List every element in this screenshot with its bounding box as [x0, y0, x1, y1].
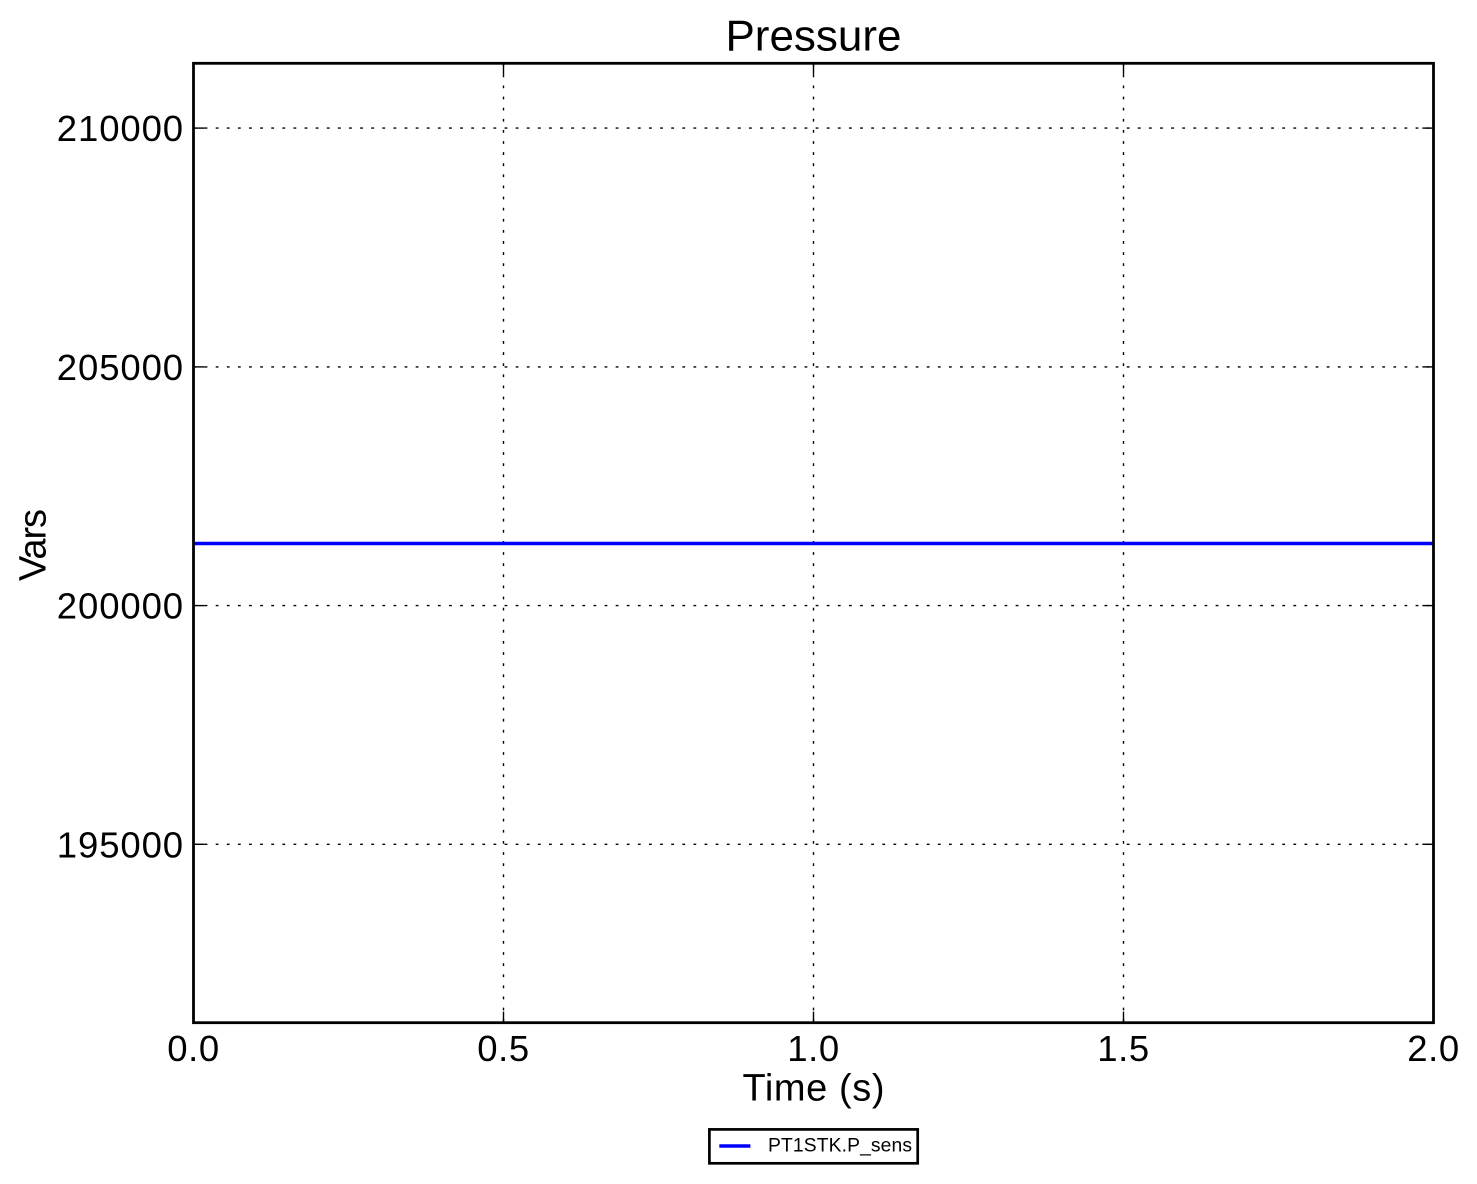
- svg-text:Vars: Vars: [12, 509, 54, 581]
- svg-text:2.0: 2.0: [1407, 1028, 1460, 1069]
- svg-text:Time (s): Time (s): [743, 1068, 885, 1110]
- svg-text:0.0: 0.0: [167, 1028, 220, 1069]
- svg-text:Pressure: Pressure: [725, 12, 901, 61]
- svg-text:1.5: 1.5: [1097, 1028, 1150, 1069]
- svg-text:195000: 195000: [57, 824, 184, 865]
- svg-text:210000: 210000: [57, 108, 184, 149]
- svg-text:205000: 205000: [57, 347, 184, 388]
- svg-text:PT1STK.P_sens: PT1STK.P_sens: [768, 1135, 912, 1156]
- svg-text:1.0: 1.0: [787, 1028, 840, 1069]
- svg-text:0.5: 0.5: [477, 1028, 530, 1069]
- svg-text:200000: 200000: [57, 586, 184, 627]
